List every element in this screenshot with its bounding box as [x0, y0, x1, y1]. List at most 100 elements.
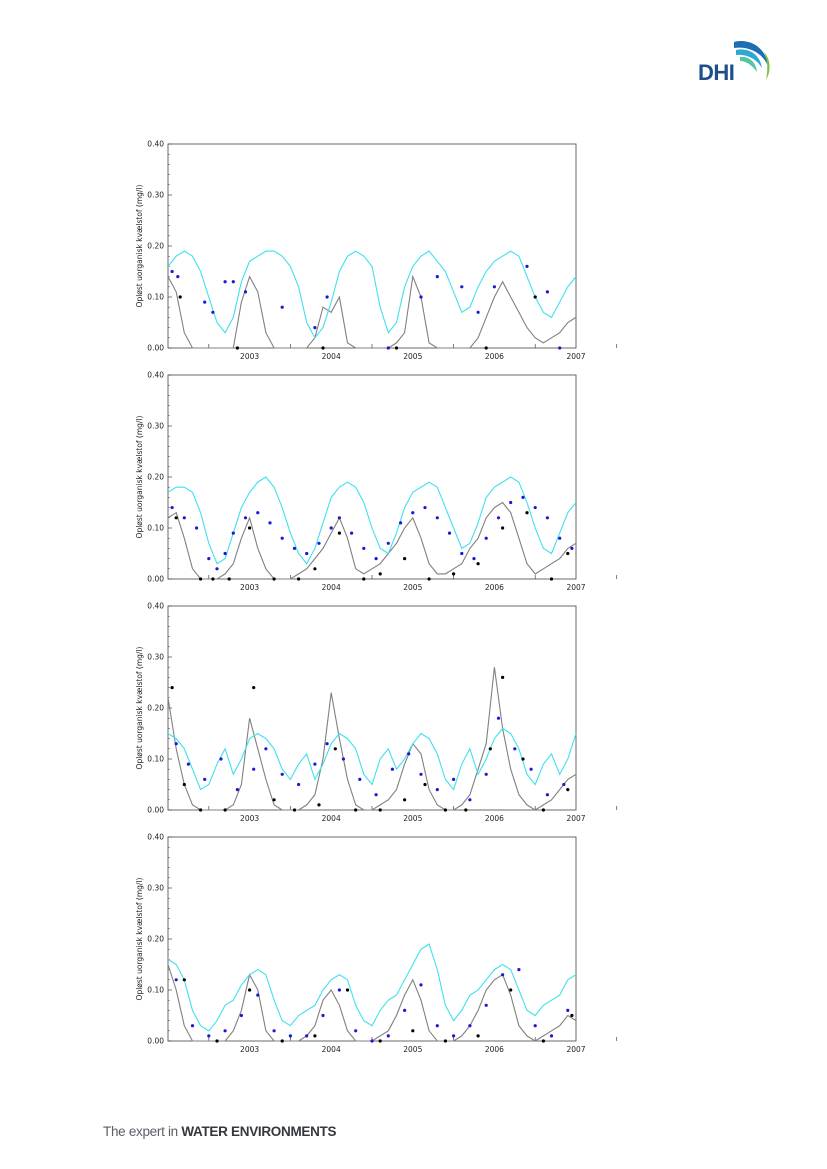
y-tick-label: 0.10	[147, 293, 164, 302]
blue-data-point	[292, 546, 297, 551]
x-tick-label: 2003	[240, 814, 259, 823]
blue-data-point	[496, 716, 501, 720]
gray-series-line	[167, 274, 577, 349]
blue-data-point	[317, 541, 321, 545]
cyan-series-line	[167, 943, 577, 1032]
dhi-logo: DHI	[696, 38, 772, 85]
black-data-point	[443, 1039, 447, 1043]
black-data-point	[215, 1039, 219, 1043]
black-data-point	[488, 747, 492, 751]
black-data-point	[272, 798, 276, 802]
y-tick-label: 0.20	[147, 935, 164, 944]
black-data-point	[423, 782, 427, 787]
black-data-point	[411, 1029, 415, 1033]
black-data-point	[248, 988, 252, 992]
blue-data-point	[374, 557, 378, 561]
black-data-point	[272, 577, 276, 581]
black-data-point	[235, 346, 239, 350]
black-data-point	[248, 526, 252, 530]
black-data-point	[252, 686, 256, 690]
blue-data-point	[215, 567, 219, 571]
blue-data-point	[517, 968, 521, 972]
blue-data-point	[545, 516, 550, 520]
black-data-point	[211, 577, 215, 581]
blue-data-point	[219, 757, 223, 761]
x-tick-label: 2007	[566, 814, 585, 823]
x-tick-label: 2007	[566, 583, 585, 592]
x-tick-label: 2005	[403, 814, 422, 823]
black-data-point	[182, 782, 186, 787]
blue-data-point	[419, 983, 423, 987]
blue-data-point	[264, 747, 268, 751]
blue-data-point	[435, 788, 439, 792]
black-data-point	[313, 567, 317, 571]
black-data-point	[174, 516, 178, 520]
y-axis-label: Opløst uorganisk kvælstof (mg/l)	[135, 877, 144, 1000]
blue-data-point	[243, 290, 248, 294]
y-tick-label: 0.00	[147, 344, 164, 353]
y-tick-label: 0.30	[147, 884, 164, 893]
blue-data-point	[521, 495, 525, 499]
blue-data-point	[411, 511, 415, 515]
blue-data-point	[203, 777, 207, 782]
black-data-point	[345, 988, 350, 992]
blue-data-point	[399, 521, 403, 525]
black-data-point	[199, 808, 203, 812]
blue-data-point	[170, 269, 174, 274]
blue-data-point	[407, 752, 411, 756]
blue-data-point	[207, 1034, 211, 1038]
y-tick-label: 0.10	[147, 755, 164, 764]
y-tick-label: 0.40	[147, 371, 164, 380]
y-tick-label: 0.10	[147, 986, 164, 995]
black-data-point	[182, 978, 186, 982]
black-data-point	[354, 808, 358, 812]
blue-data-point	[329, 526, 333, 530]
y-tick-label: 0.30	[147, 653, 164, 662]
blue-data-point	[386, 346, 390, 350]
black-data-point	[484, 346, 488, 350]
blue-data-point	[452, 1034, 456, 1038]
cyan-series-line	[167, 250, 577, 339]
blue-data-point	[243, 516, 248, 520]
blue-data-point	[231, 531, 235, 535]
black-data-point	[394, 346, 399, 350]
blue-data-point	[484, 772, 488, 776]
blue-data-point	[501, 973, 505, 977]
blue-data-point	[484, 1003, 488, 1007]
black-data-point	[452, 572, 456, 576]
blue-data-point	[484, 536, 488, 540]
black-data-point	[178, 295, 182, 299]
y-tick-label: 0.10	[147, 524, 164, 533]
blue-data-point	[325, 295, 329, 299]
blue-data-point	[570, 546, 574, 551]
blue-data-point	[176, 275, 180, 279]
x-tick-label: 2007	[566, 1045, 585, 1054]
blue-data-point	[174, 742, 178, 746]
blue-data-point	[235, 788, 239, 792]
x-tick-label: 2004	[322, 583, 341, 592]
blue-data-point	[435, 1024, 439, 1028]
black-data-point	[378, 1039, 382, 1043]
black-data-point	[317, 803, 321, 807]
black-data-point	[403, 557, 407, 561]
y-tick-label: 0.00	[147, 575, 164, 584]
blue-data-point	[435, 516, 439, 520]
blue-data-point	[186, 762, 190, 766]
blue-data-point	[231, 280, 235, 284]
x-tick-label: 2007	[566, 352, 585, 361]
x-tick-label: 2004	[322, 814, 341, 823]
logo-text: DHI	[698, 60, 735, 85]
black-data-point	[521, 757, 525, 761]
x-tick-label: 2005	[403, 352, 422, 361]
blue-data-point	[566, 1008, 570, 1013]
black-data-point	[297, 577, 301, 581]
black-data-point	[170, 686, 174, 690]
y-tick-label: 0.40	[147, 833, 164, 842]
x-tick-label: 2004	[322, 352, 341, 361]
blue-data-point	[403, 1008, 407, 1013]
black-data-point	[199, 577, 203, 581]
footer-tagline: The expert in WATER ENVIRONMENTS	[103, 1124, 337, 1139]
black-data-point	[223, 808, 227, 812]
y-axis-label: Opløst uorganisk kvælstof (mg/l)	[135, 646, 144, 769]
